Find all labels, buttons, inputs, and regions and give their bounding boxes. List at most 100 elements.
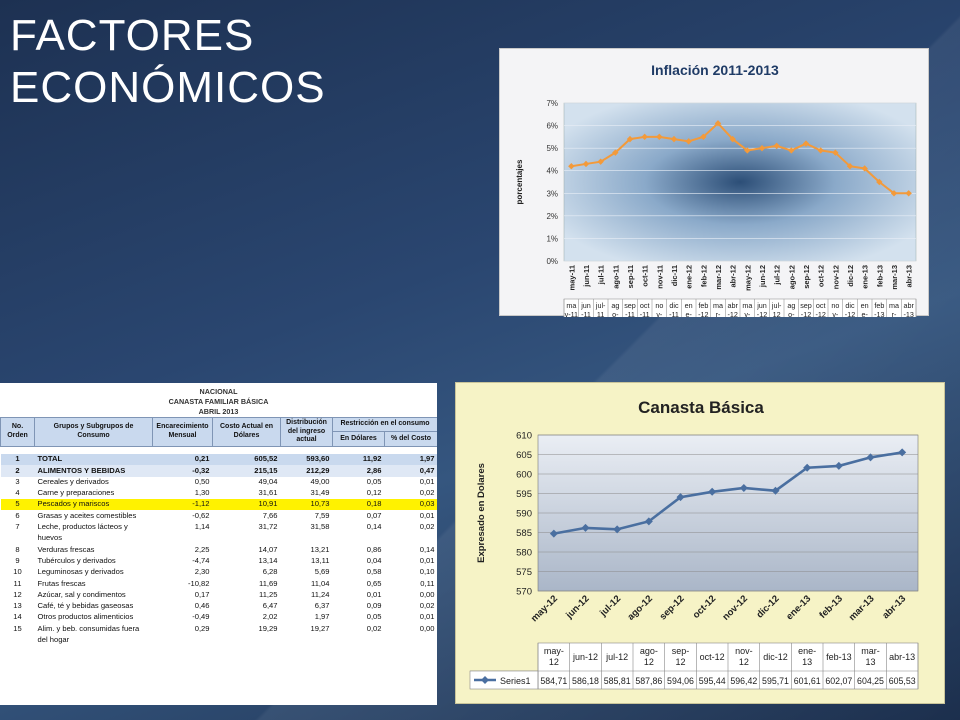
inflation-x-tick: dic-12	[846, 265, 855, 287]
cell-distribucion: 7,59	[314, 510, 330, 520]
inflation-table-header: -12	[757, 310, 767, 317]
canasta-point	[898, 448, 907, 457]
cell-restriccion-dolares: 0,86	[366, 544, 382, 554]
cell-distribucion: 49,00	[310, 476, 330, 486]
canasta-table-value: 595,44	[699, 676, 726, 686]
col-header-encarecimiento: Encarecimiento Mensual	[152, 417, 213, 447]
canasta-point	[581, 523, 590, 532]
table-row-continuation: huevos	[1, 533, 438, 544]
table-row: 8 Verduras frescas 2,25 14,07 13,21 0,86 0,14	[1, 544, 438, 555]
inflation-x-tick: jul-11	[597, 265, 606, 285]
cell-no: 13	[13, 601, 22, 611]
canasta-table-panel: NACIONAL CANASTA FAMILIAR BÁSICA ABRIL 2…	[0, 383, 437, 705]
canasta-x-tick: nov-12	[721, 593, 750, 622]
cell-restriccion-pct: 0,00	[419, 623, 435, 633]
inflation-table-header: no	[831, 301, 839, 310]
table-row: 7 Leche, productos lácteos y 1,14 31,72 31,5…	[1, 522, 438, 533]
canasta-x-tick: oct-12	[691, 593, 719, 621]
canasta-table-header: 13	[865, 657, 875, 667]
inflation-y-tick: 1%	[546, 234, 558, 243]
cell-encarecimiento: 1,30	[194, 488, 210, 498]
canasta-table-value: 595,71	[762, 676, 789, 686]
table-spacer-row	[1, 446, 438, 454]
slide-title-line1: FACTORES	[10, 11, 255, 60]
canasta-table-value: 586,18	[572, 676, 599, 686]
cell-encarecimiento: 0,17	[194, 589, 210, 599]
cell-restriccion-pct: 0,11	[420, 578, 435, 588]
table-row: 5 Pescados y mariscos -1,12 10,91 10,73 0,18 0…	[0, 499, 437, 511]
inflation-table-header: e-	[861, 310, 868, 317]
cell-restriccion-dolares: 0,14	[366, 522, 382, 532]
canasta-point	[708, 487, 717, 496]
canasta-y-tick: 570	[516, 587, 532, 598]
canasta-x-tick: may-12	[529, 593, 560, 624]
canasta-table-header: 12	[644, 657, 654, 667]
canasta-y-tick: 595	[516, 489, 532, 500]
cell-no: 15	[13, 623, 22, 633]
inflation-table-header: sep	[624, 301, 636, 310]
cell-name: Alim. y beb. consumidas fuera	[37, 623, 140, 633]
canasta-table-value: 587,86	[635, 676, 662, 686]
inflation-x-tick: ago-11	[611, 265, 620, 289]
inflation-table-header: o-	[788, 310, 795, 317]
inflation-x-tick: mar-12	[714, 265, 723, 290]
col-header-distribucion: Distribución del ingreso actual	[280, 417, 333, 447]
canasta-point	[739, 483, 748, 492]
col-header-en-dolares: En Dólares	[332, 431, 385, 447]
inflation-table-header: -11	[640, 310, 650, 317]
cell-name: Grasas y aceites comestibles	[37, 510, 137, 520]
cell-empty	[213, 635, 281, 646]
canasta-y-tick: 580	[516, 548, 532, 559]
inflation-table-header: ma	[742, 301, 752, 310]
canasta-x-tick: jun-12	[563, 593, 591, 621]
cell-restriccion-pct: 0,01	[419, 510, 435, 520]
cell-restriccion-dolares: 11,92	[332, 454, 385, 466]
canasta-point	[676, 493, 685, 502]
canasta-legend-label: Series1	[500, 676, 531, 686]
inflation-table-header: -12	[698, 310, 708, 317]
cell-encarecimiento: -10,82	[187, 578, 210, 588]
cell-name-continued: del hogar	[37, 635, 70, 644]
slide-title-line2: ECONÓMICOS	[10, 63, 326, 112]
table-row: 14 Otros productos alimenticios -0,49 2,02 1…	[1, 612, 438, 623]
col-header-pct-costo: % del Costo	[384, 431, 437, 447]
table-row-continuation: del hogar	[1, 635, 438, 646]
cell-empty	[281, 635, 333, 646]
cell-encarecimiento: 0,46	[194, 601, 210, 611]
inflation-table-header: ma	[713, 301, 723, 310]
cell-name: Azúcar, sal y condimentos	[37, 589, 126, 599]
inflation-table-header: oct	[640, 301, 650, 310]
canasta-table-value: 596,42	[730, 676, 757, 686]
canasta-y-tick: 590	[516, 509, 532, 520]
inflation-point	[670, 135, 678, 143]
cell-restriccion-dolares: 0,05	[366, 612, 382, 622]
cell-restriccion-dolares: 0,18	[332, 499, 385, 511]
canasta-table-header: nov-	[735, 646, 753, 656]
cell-distribucion: 212,29	[280, 465, 333, 477]
inflation-y-tick: 0%	[546, 257, 558, 266]
inflation-table-header: feb	[698, 301, 708, 310]
inflation-table-header: v-	[832, 310, 839, 317]
cell-restriccion-dolares: 0,58	[366, 567, 382, 577]
cell-costo: 49,04	[258, 476, 278, 486]
cell-no: 4	[15, 488, 20, 498]
canasta-table-header: ene-	[798, 646, 816, 656]
inflation-table-header: e-	[685, 310, 692, 317]
inflation-table-header: ma	[566, 301, 576, 310]
cell-restriccion-pct: 0,47	[384, 465, 437, 477]
cell-restriccion-dolares: 0,09	[366, 601, 382, 611]
cell-restriccion-pct: 0,03	[384, 499, 437, 511]
inflation-x-tick: jul-12	[773, 265, 782, 286]
canasta-y-tick: 575	[516, 567, 532, 578]
cell-distribucion: 13,11	[311, 555, 330, 565]
cell-restriccion-pct: 0,02	[419, 488, 435, 498]
inflation-table-header: v-	[656, 310, 663, 317]
inflation-chart: Inflación 2011-2013 0% 1% 2% 3% 4% 5% 6% 7% porce…	[499, 48, 929, 317]
inflation-table-header: -11	[669, 310, 679, 317]
table-title-2: CANASTA FAMILIAR BÁSICA	[168, 397, 269, 406]
inflation-x-tick: oct-11	[641, 265, 650, 287]
canasta-table-value: 605,53	[889, 676, 916, 686]
inflation-y-label: porcentajes	[515, 159, 524, 204]
cell-restriccion-pct: 0,02	[419, 522, 435, 532]
canasta-series-line	[553, 451, 903, 535]
